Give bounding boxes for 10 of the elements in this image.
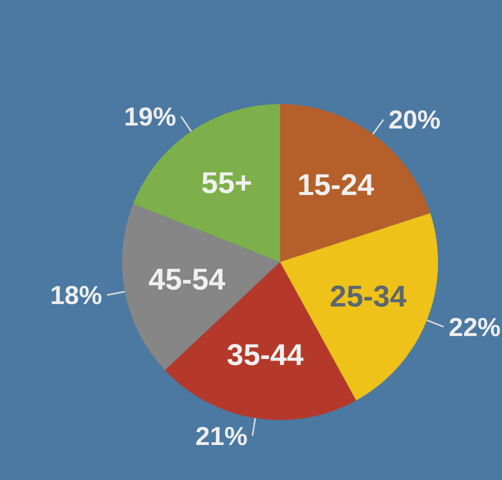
data-label: 21% — [195, 420, 248, 451]
slice-label: 35-44 — [226, 339, 304, 372]
slice-label: 15-24 — [297, 168, 374, 202]
slice-label: 45-54 — [148, 263, 226, 296]
data-label: 19% — [124, 101, 176, 132]
slice-label: 55+ — [201, 167, 252, 200]
data-label: 20% — [388, 104, 440, 135]
data-label: 22% — [448, 312, 501, 342]
slice-label: 25-34 — [330, 280, 407, 314]
data-label: 18% — [50, 280, 102, 310]
